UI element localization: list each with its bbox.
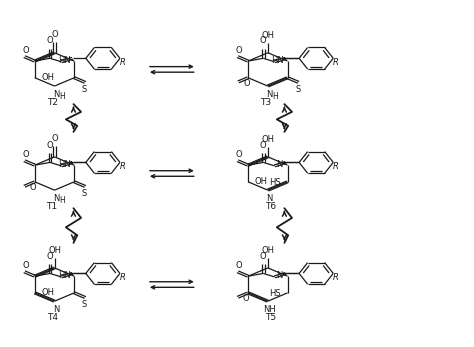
Text: O: O [236, 45, 242, 54]
Text: O: O [29, 183, 36, 192]
Text: T3: T3 [260, 98, 271, 107]
Text: HN: HN [58, 271, 71, 280]
Text: O: O [46, 36, 53, 45]
Text: O: O [242, 294, 249, 303]
Text: OH: OH [48, 246, 61, 255]
Text: HN: HN [58, 160, 71, 169]
Text: N: N [53, 194, 59, 203]
Text: O: O [260, 36, 266, 45]
Text: O: O [22, 45, 29, 54]
Text: H: H [59, 92, 65, 101]
Text: OH: OH [255, 177, 268, 186]
Text: HN: HN [271, 56, 284, 65]
Text: O: O [236, 150, 242, 159]
Text: O: O [260, 141, 266, 150]
Text: N: N [53, 305, 59, 314]
Text: H: H [273, 92, 278, 101]
Text: HS: HS [269, 289, 281, 298]
Text: N: N [276, 160, 283, 169]
Text: NH: NH [263, 305, 275, 314]
Text: OH: OH [41, 73, 55, 82]
Text: T4: T4 [46, 313, 58, 322]
Text: OH: OH [261, 135, 274, 144]
Text: O: O [51, 30, 58, 39]
Text: R: R [333, 58, 339, 67]
Text: R: R [120, 273, 126, 282]
Text: O: O [46, 252, 53, 261]
Text: H: H [59, 196, 65, 205]
Text: T2: T2 [46, 98, 58, 107]
Text: OH: OH [261, 31, 274, 40]
Text: O: O [22, 261, 29, 270]
Text: N: N [276, 271, 283, 280]
Text: T1: T1 [46, 202, 58, 211]
Text: O: O [51, 134, 58, 143]
Text: OH: OH [261, 246, 274, 255]
Text: S: S [82, 189, 87, 198]
Text: N: N [266, 194, 273, 203]
Text: N: N [53, 90, 59, 99]
Text: O: O [46, 141, 53, 150]
Text: O: O [243, 79, 250, 88]
Text: S: S [82, 85, 87, 94]
Text: S: S [295, 85, 300, 94]
Text: R: R [120, 162, 126, 171]
Text: O: O [22, 150, 29, 159]
Text: T5: T5 [264, 313, 276, 322]
Text: T6: T6 [264, 202, 276, 211]
Text: R: R [333, 162, 339, 171]
Text: O: O [236, 261, 242, 270]
Text: R: R [120, 58, 126, 67]
Text: OH: OH [41, 288, 55, 297]
Text: S: S [82, 301, 87, 309]
Text: HN: HN [58, 56, 71, 65]
Text: R: R [333, 273, 339, 282]
Text: N: N [266, 90, 273, 99]
Text: HS: HS [269, 178, 281, 187]
Text: O: O [260, 252, 266, 261]
